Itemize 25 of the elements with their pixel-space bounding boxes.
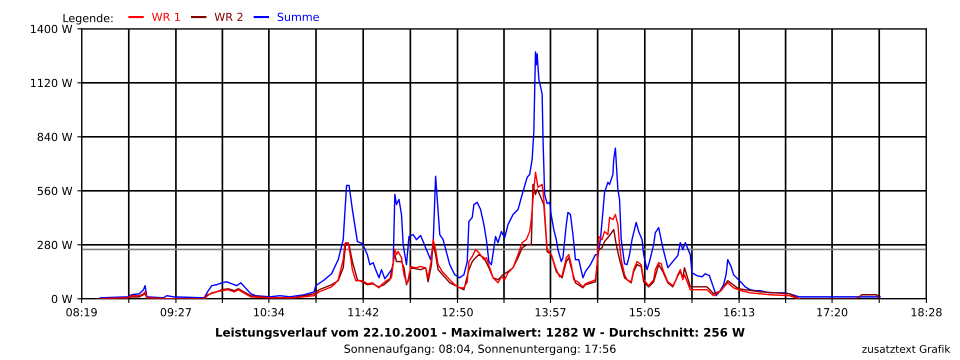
line-series (99, 172, 800, 299)
y-tick-label: 840 W (38, 132, 72, 142)
x-tick-label: 12:50 (442, 308, 473, 316)
legend-label: WR 2 (214, 12, 242, 21)
text: zusatztext Grafik (862, 344, 950, 353)
x-tick-label: 17:20 (817, 308, 848, 316)
legend-label: Summe (278, 12, 319, 22)
x-tick-label: 15:05 (630, 308, 660, 316)
x-tick-label: 10:34 (254, 308, 284, 316)
x-tick-label: 09:27 (160, 308, 191, 316)
y-tick-label: 560 W (38, 186, 72, 196)
y-tick-label: 1400 W (31, 24, 72, 34)
legend-title: Legende: (63, 14, 112, 24)
text: Leistungsverlauf vom 22.10.2001 - Maximalwert: 1282 W - Durchschnitt: 256 W (216, 328, 745, 340)
x-tick-label: 18:28 (912, 308, 942, 316)
legend-label: WR 1 (152, 12, 180, 21)
x-tick-label: 11:42 (348, 308, 378, 316)
x-tick-label: 08:19 (66, 308, 97, 316)
line-series (99, 51, 881, 299)
x-tick-label: 16:13 (724, 308, 754, 316)
y-tick-label: 280 W (38, 240, 72, 250)
y-tick-label: 0 W (52, 294, 72, 304)
text: Sonnenaufgang: 08:04, Sonnenuntergang: 17:56 (344, 344, 616, 356)
y-tick-label: 1120 W (31, 78, 72, 88)
x-tick-label: 13:57 (536, 308, 566, 316)
